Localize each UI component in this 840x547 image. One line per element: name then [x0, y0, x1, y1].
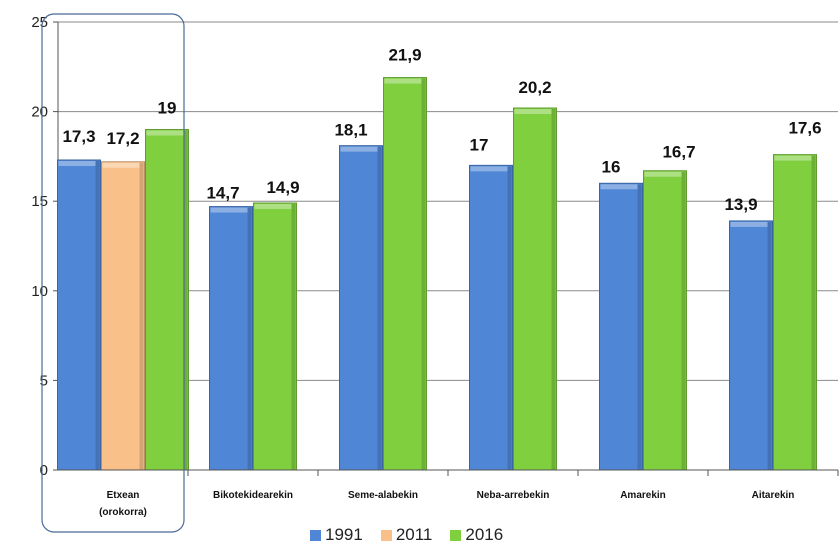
bars [57, 77, 817, 471]
bar-shade-2016-4 [681, 171, 686, 470]
bar-shade-2016-1 [291, 203, 296, 470]
data-label: 17 [470, 135, 489, 154]
bar-shade-1991-5 [767, 221, 772, 470]
legend-item-2011: 2011 [380, 525, 433, 545]
legend-label-1991: 1991 [325, 525, 363, 544]
data-label: 17,3 [62, 127, 95, 146]
bar-top-2016-0 [146, 130, 188, 136]
bar-2016-4 [643, 170, 687, 471]
data-label: 16 [602, 157, 621, 176]
x-tick-label: Aitarekin [752, 490, 795, 501]
data-label: 17,2 [106, 129, 139, 148]
bar-shade-2016-3 [551, 109, 556, 471]
x-tick-label: Seme-alabekin [348, 490, 418, 501]
bar-1991-0 [57, 159, 101, 471]
bar-2016-0 [145, 129, 189, 471]
bar-top-1991-5 [730, 221, 772, 227]
data-labels: 17,3 17,2 19 14,7 14,9 18,1 21,9 17 20,2 16 16,7 13… [62, 46, 821, 214]
bar-2016-2 [383, 77, 427, 471]
bar-top-1991-0 [58, 160, 100, 166]
bar-1991-3 [469, 164, 513, 471]
legend-swatch-2011 [380, 529, 392, 541]
bar-top-1991-1 [210, 207, 252, 213]
bar-1991-1 [209, 206, 253, 471]
data-label: 16,7 [662, 143, 695, 162]
bar-1991-4 [599, 182, 643, 471]
data-label: 13,9 [724, 195, 757, 214]
x-tick-label: Etxean [107, 490, 140, 501]
bar-2016-5 [773, 154, 817, 471]
legend-label-2011: 2011 [395, 525, 433, 544]
legend-swatch-1991 [310, 529, 321, 541]
x-tick-label: Neba-arrebekin [477, 490, 550, 501]
x-tick-label: Amarekin [620, 490, 666, 501]
bar-shade-2011-0 [139, 162, 144, 470]
legend-swatch-2016 [450, 529, 462, 541]
bar-top-1991-3 [470, 166, 512, 172]
x-tick-label: (orokorra) [99, 507, 147, 518]
bar-shade-2016-0 [183, 130, 188, 470]
bar-shade-1991-2 [377, 146, 382, 470]
y-tick-label: 15 [31, 193, 48, 210]
legend: 1991 2011 2016 [310, 525, 503, 545]
data-label: 20,2 [518, 78, 551, 97]
y-tick-label: 25 [31, 14, 48, 31]
bar-shade-1991-3 [507, 166, 512, 471]
bar-2011-0 [101, 161, 145, 471]
legend-item-2016: 2016 [450, 525, 503, 545]
legend-item-1991: 1991 [310, 525, 363, 545]
bar-shade-1991-1 [247, 207, 252, 471]
bar-shade-1991-0 [95, 160, 100, 470]
bar-shade-2016-5 [811, 155, 816, 470]
data-label: 17,6 [788, 119, 821, 138]
data-label: 18,1 [334, 121, 367, 140]
bar-top-2011-0 [102, 162, 144, 168]
bar-2016-3 [513, 107, 557, 471]
bar-top-2016-5 [774, 155, 816, 161]
bar-top-2016-2 [384, 78, 426, 84]
y-axis: 0 5 10 15 20 25 [31, 14, 59, 479]
y-tick-label: 5 [40, 372, 48, 389]
bar-top-1991-2 [340, 146, 382, 152]
bar-top-2016-1 [254, 203, 296, 209]
x-axis: Etxean (orokorra) Bikotekidearekin Seme-ala… [58, 469, 839, 518]
data-label: 14,7 [206, 184, 239, 203]
data-label: 19 [158, 99, 177, 118]
x-tick-label: Bikotekidearekin [213, 490, 293, 501]
bar-top-2016-3 [514, 109, 556, 115]
bar-top-2016-4 [644, 171, 686, 177]
bar-1991-2 [339, 145, 383, 471]
y-tick-label: 0 [40, 462, 48, 479]
highlight-box [41, 13, 185, 533]
data-label: 21,9 [388, 46, 421, 65]
bar-shade-1991-4 [637, 184, 642, 470]
y-tick-label: 20 [31, 104, 48, 121]
bar-top-1991-4 [600, 184, 642, 190]
data-label: 14,9 [266, 178, 299, 197]
y-tick-label: 10 [31, 283, 48, 300]
legend-label-2016: 2016 [465, 525, 504, 544]
bar-2016-1 [253, 202, 297, 471]
bar-1991-5 [729, 220, 773, 471]
bar-shade-2016-2 [421, 78, 426, 470]
